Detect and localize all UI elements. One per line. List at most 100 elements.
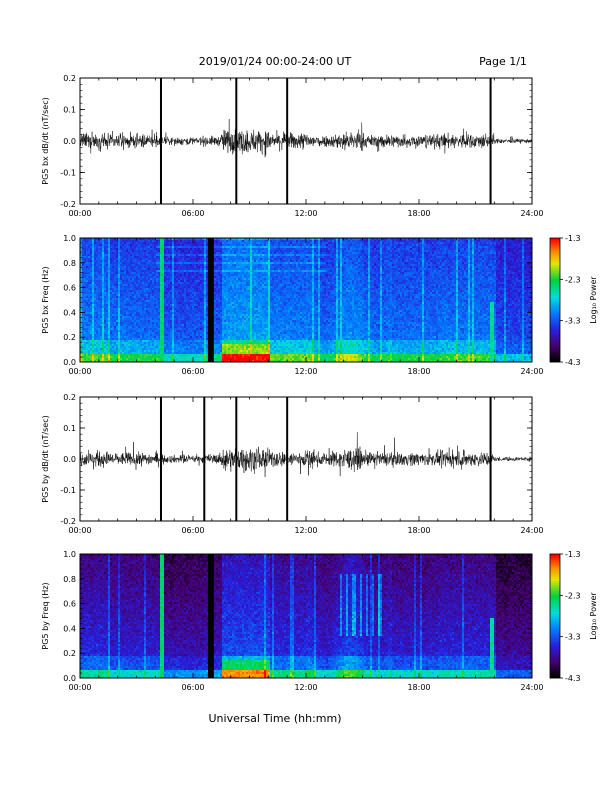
- spectrogram-cell: [220, 276, 223, 279]
- spectrogram-cell: [110, 310, 113, 313]
- spectrogram-cell: [146, 242, 149, 245]
- spectrogram-cell: [158, 250, 161, 253]
- spectrogram-cell: [196, 242, 199, 245]
- spectrogram-cell: [230, 356, 233, 359]
- spectrogram-cell: [90, 258, 93, 261]
- spectrogram-cell: [178, 358, 181, 361]
- spectrogram-cell: [192, 336, 195, 339]
- spectrogram-cell: [144, 262, 147, 265]
- spectrogram-cell: [166, 258, 169, 261]
- spectrogram-cell: [134, 254, 137, 257]
- spectrogram-cell: [164, 296, 167, 299]
- spectrogram-cell: [200, 268, 203, 271]
- spectrogram-cell: [120, 302, 123, 305]
- spectrogram-cell: [206, 318, 209, 321]
- spectrogram-cell: [146, 292, 149, 295]
- spectrogram-cell: [132, 254, 135, 257]
- spectrogram-cell: [164, 268, 167, 271]
- spectrogram-cell: [230, 324, 233, 327]
- spectrogram-cell: [122, 280, 125, 283]
- spectrogram-cell: [214, 348, 217, 351]
- spectrogram-cell: [164, 278, 167, 281]
- spectrogram-cell: [158, 324, 161, 327]
- spectrogram-cell: [206, 286, 209, 289]
- spectrogram-cell: [168, 282, 171, 285]
- spectrogram-cell: [136, 280, 139, 283]
- spectrogram-cell: [150, 312, 153, 315]
- spectrogram-cell: [128, 284, 131, 287]
- spectrogram-cell: [150, 238, 153, 241]
- spectrogram-cell: [116, 276, 119, 279]
- spectrogram-cell: [206, 296, 209, 299]
- spectrogram-cell: [90, 256, 93, 259]
- spectrogram-cell: [224, 250, 227, 253]
- spectrogram-cell: [220, 244, 223, 247]
- spectrogram-cell: [182, 326, 185, 329]
- spectrogram-cell: [168, 328, 171, 331]
- spectrogram-cell: [152, 250, 155, 253]
- spectrogram-cell: [234, 298, 237, 301]
- spectrogram-cell: [202, 356, 205, 359]
- spectrogram-cell: [124, 258, 127, 261]
- spectrogram-cell: [172, 300, 175, 303]
- spectrogram-cell: [104, 346, 107, 349]
- spectrogram-cell: [116, 308, 119, 311]
- spectrogram-cell: [92, 294, 95, 297]
- spectrogram-cell: [134, 326, 137, 329]
- spectrogram-cell: [194, 300, 197, 303]
- spectrogram-cell: [172, 280, 175, 283]
- spectrogram-cell: [226, 332, 229, 335]
- spectrogram-cell: [138, 274, 141, 277]
- spectrogram-cell: [164, 272, 167, 275]
- spectrogram-cell: [192, 292, 195, 295]
- spectrogram-cell: [138, 248, 141, 251]
- spectrogram-cell: [174, 324, 177, 327]
- spectrogram-cell: [152, 262, 155, 265]
- spectrogram-cell: [198, 344, 201, 347]
- spectrogram-cell: [124, 272, 127, 275]
- spectrogram-cell: [130, 270, 133, 273]
- spectrogram-cell: [140, 326, 143, 329]
- spectrogram-cell: [84, 272, 87, 275]
- spectrogram-cell: [122, 248, 125, 251]
- spectrogram-cell: [200, 338, 203, 341]
- spectrogram-cell: [180, 268, 183, 271]
- spectrogram-cell: [136, 302, 139, 305]
- spectrogram-cell: [198, 238, 201, 241]
- spectrogram-cell: [102, 284, 105, 287]
- spectrogram-cell: [168, 308, 171, 311]
- spectrogram-cell: [182, 282, 185, 285]
- spectrogram-cell: [174, 358, 177, 361]
- spectrogram-cell: [104, 328, 107, 331]
- spectrogram-cell: [136, 284, 139, 287]
- spectrogram-cell: [90, 346, 93, 349]
- spectrogram-cell: [130, 340, 133, 343]
- spectrogram-cell: [112, 322, 115, 325]
- spectrogram-cell: [120, 294, 123, 297]
- spectrogram-cell: [234, 288, 237, 291]
- spectrogram-cell: [176, 270, 179, 273]
- spectrogram-cell: [104, 342, 107, 345]
- spectrogram-cell: [222, 270, 225, 273]
- spectrogram-cell: [230, 312, 233, 315]
- spectrogram-cell: [84, 240, 87, 243]
- spectrogram-cell: [188, 294, 191, 297]
- spectrogram-cell: [108, 310, 111, 313]
- spectrogram-cell: [170, 282, 173, 285]
- spectrogram-cell: [108, 274, 111, 277]
- spectrogram-cell: [192, 280, 195, 283]
- spectrogram-cell: [218, 358, 221, 361]
- spectrogram-cell: [198, 306, 201, 309]
- spectrogram-cell: [140, 336, 143, 339]
- spectrogram-cell: [102, 322, 105, 325]
- spectrogram-cell: [182, 286, 185, 289]
- spectrogram-cell: [84, 306, 87, 309]
- spectrogram-cell: [148, 262, 151, 265]
- spectrogram-cell: [124, 312, 127, 315]
- spectrogram-cell: [224, 308, 227, 311]
- spectrogram-cell: [156, 350, 159, 353]
- spectrogram-cell: [80, 272, 83, 275]
- spectrogram-cell: [136, 258, 139, 261]
- spectrogram-cell: [90, 298, 93, 301]
- spectrogram-cell: [160, 316, 163, 319]
